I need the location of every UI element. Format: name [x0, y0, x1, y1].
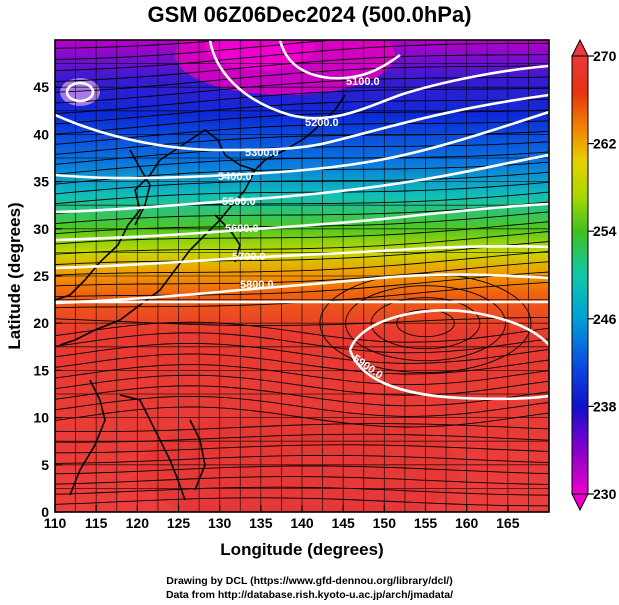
- x-tick-label: 160: [455, 515, 479, 531]
- x-tick-label: 145: [331, 515, 355, 531]
- x-axis-ticks: 110 115 120 125 130 135 140 145 150 155 160 165: [44, 505, 520, 531]
- streamline: [55, 321, 549, 343]
- streamline: [55, 271, 549, 298]
- height-contours: [55, 40, 549, 401]
- x-tick-label: 125: [167, 515, 191, 531]
- streamline: [55, 251, 549, 276]
- y-tick-label: 45: [33, 79, 49, 95]
- streamline: [55, 497, 549, 507]
- colorbar-tick-label: 262: [593, 136, 617, 152]
- y-tick-label: 0: [41, 504, 49, 520]
- x-tick-label: 130: [208, 515, 232, 531]
- credit-drawing: Drawing by DCL (https://www.gfd-dennou.o…: [166, 575, 453, 587]
- chart-title: GSM 06Z06Dec2024 (500.0hPa): [147, 2, 472, 27]
- x-axis-label: Longitude (degrees): [220, 540, 383, 559]
- x-tick-label: 140: [290, 515, 314, 531]
- streamline: [55, 87, 549, 114]
- y-tick-label: 40: [33, 126, 49, 142]
- streamline: [55, 444, 549, 454]
- x-tick-label: 155: [414, 515, 438, 531]
- coastlines: [55, 94, 346, 501]
- streamline: [55, 54, 549, 82]
- credit-data: Data from http://database.rish.kyoto-u.a…: [165, 589, 454, 601]
- y-tick-label: 35: [33, 174, 49, 190]
- contour-label-5700: 5700.0: [232, 251, 266, 263]
- x-tick-label: 135: [249, 515, 273, 531]
- contour-label-5100: 5100.0: [346, 76, 380, 88]
- streamline: [55, 221, 549, 245]
- grid-lines: [55, 40, 549, 512]
- streamline: [55, 317, 549, 327]
- streamline: [55, 98, 549, 125]
- streamline: [55, 423, 549, 433]
- x-tick-label: 115: [85, 515, 108, 531]
- y-tick-label: 5: [41, 457, 49, 473]
- y-tick-label: 20: [33, 315, 49, 331]
- x-tick-label: 120: [126, 515, 150, 531]
- y-tick-label: 25: [33, 268, 49, 284]
- streamline: [55, 486, 549, 496]
- y-tick-label: 10: [33, 410, 49, 426]
- x-tick-label: 110: [44, 515, 67, 531]
- streamline: [55, 261, 549, 287]
- streamline: [55, 332, 549, 354]
- colorbar-tick-label: 230: [593, 486, 617, 502]
- streamline: [55, 171, 549, 195]
- y-axis-ticks: 0 5 10 15 20 25 30 35 40 45: [33, 79, 62, 520]
- contour-label-5800: 5800.0: [240, 279, 274, 291]
- streamline: [55, 181, 549, 205]
- streamline: [55, 476, 549, 485]
- contour-label-5200: 5200.0: [305, 117, 339, 129]
- y-axis-label: Latitude (degrees): [5, 202, 24, 349]
- colorbar: 230 238 246 254 262 270: [571, 38, 617, 512]
- colorbar-tick-label: 254: [593, 223, 617, 239]
- streamline: [55, 374, 549, 396]
- streamline: [55, 151, 549, 175]
- streamline: [55, 231, 549, 255]
- streamline: [55, 201, 549, 225]
- streamline: [55, 65, 549, 93]
- x-tick-label: 150: [373, 515, 397, 531]
- streamline: [55, 40, 339, 60]
- streamline: [55, 364, 549, 386]
- y-tick-label: 15: [33, 362, 49, 378]
- streamline: [55, 395, 549, 417]
- contour-label-5400: 5400.0: [218, 171, 252, 183]
- streamline: [55, 385, 549, 407]
- y-tick-label: 30: [33, 221, 49, 237]
- streamline: [55, 406, 549, 428]
- x-tick-label: 165: [496, 515, 520, 531]
- streamline: [55, 40, 229, 49]
- contour-label-5500: 5500.0: [222, 196, 256, 208]
- colorbar-tick-label: 270: [593, 48, 617, 64]
- streamline: [55, 454, 549, 464]
- colorbar-tick-label: 246: [593, 311, 617, 327]
- streamline: [55, 353, 549, 375]
- contour-label-5300: 5300.0: [245, 147, 279, 159]
- streamline: [55, 42, 549, 72]
- colorbar-tick-label: 238: [593, 398, 617, 414]
- streamline: [55, 241, 549, 266]
- contour-label-5600: 5600.0: [225, 223, 259, 235]
- streamline: [55, 465, 549, 475]
- streamline: [55, 120, 549, 145]
- streamline: [55, 109, 549, 135]
